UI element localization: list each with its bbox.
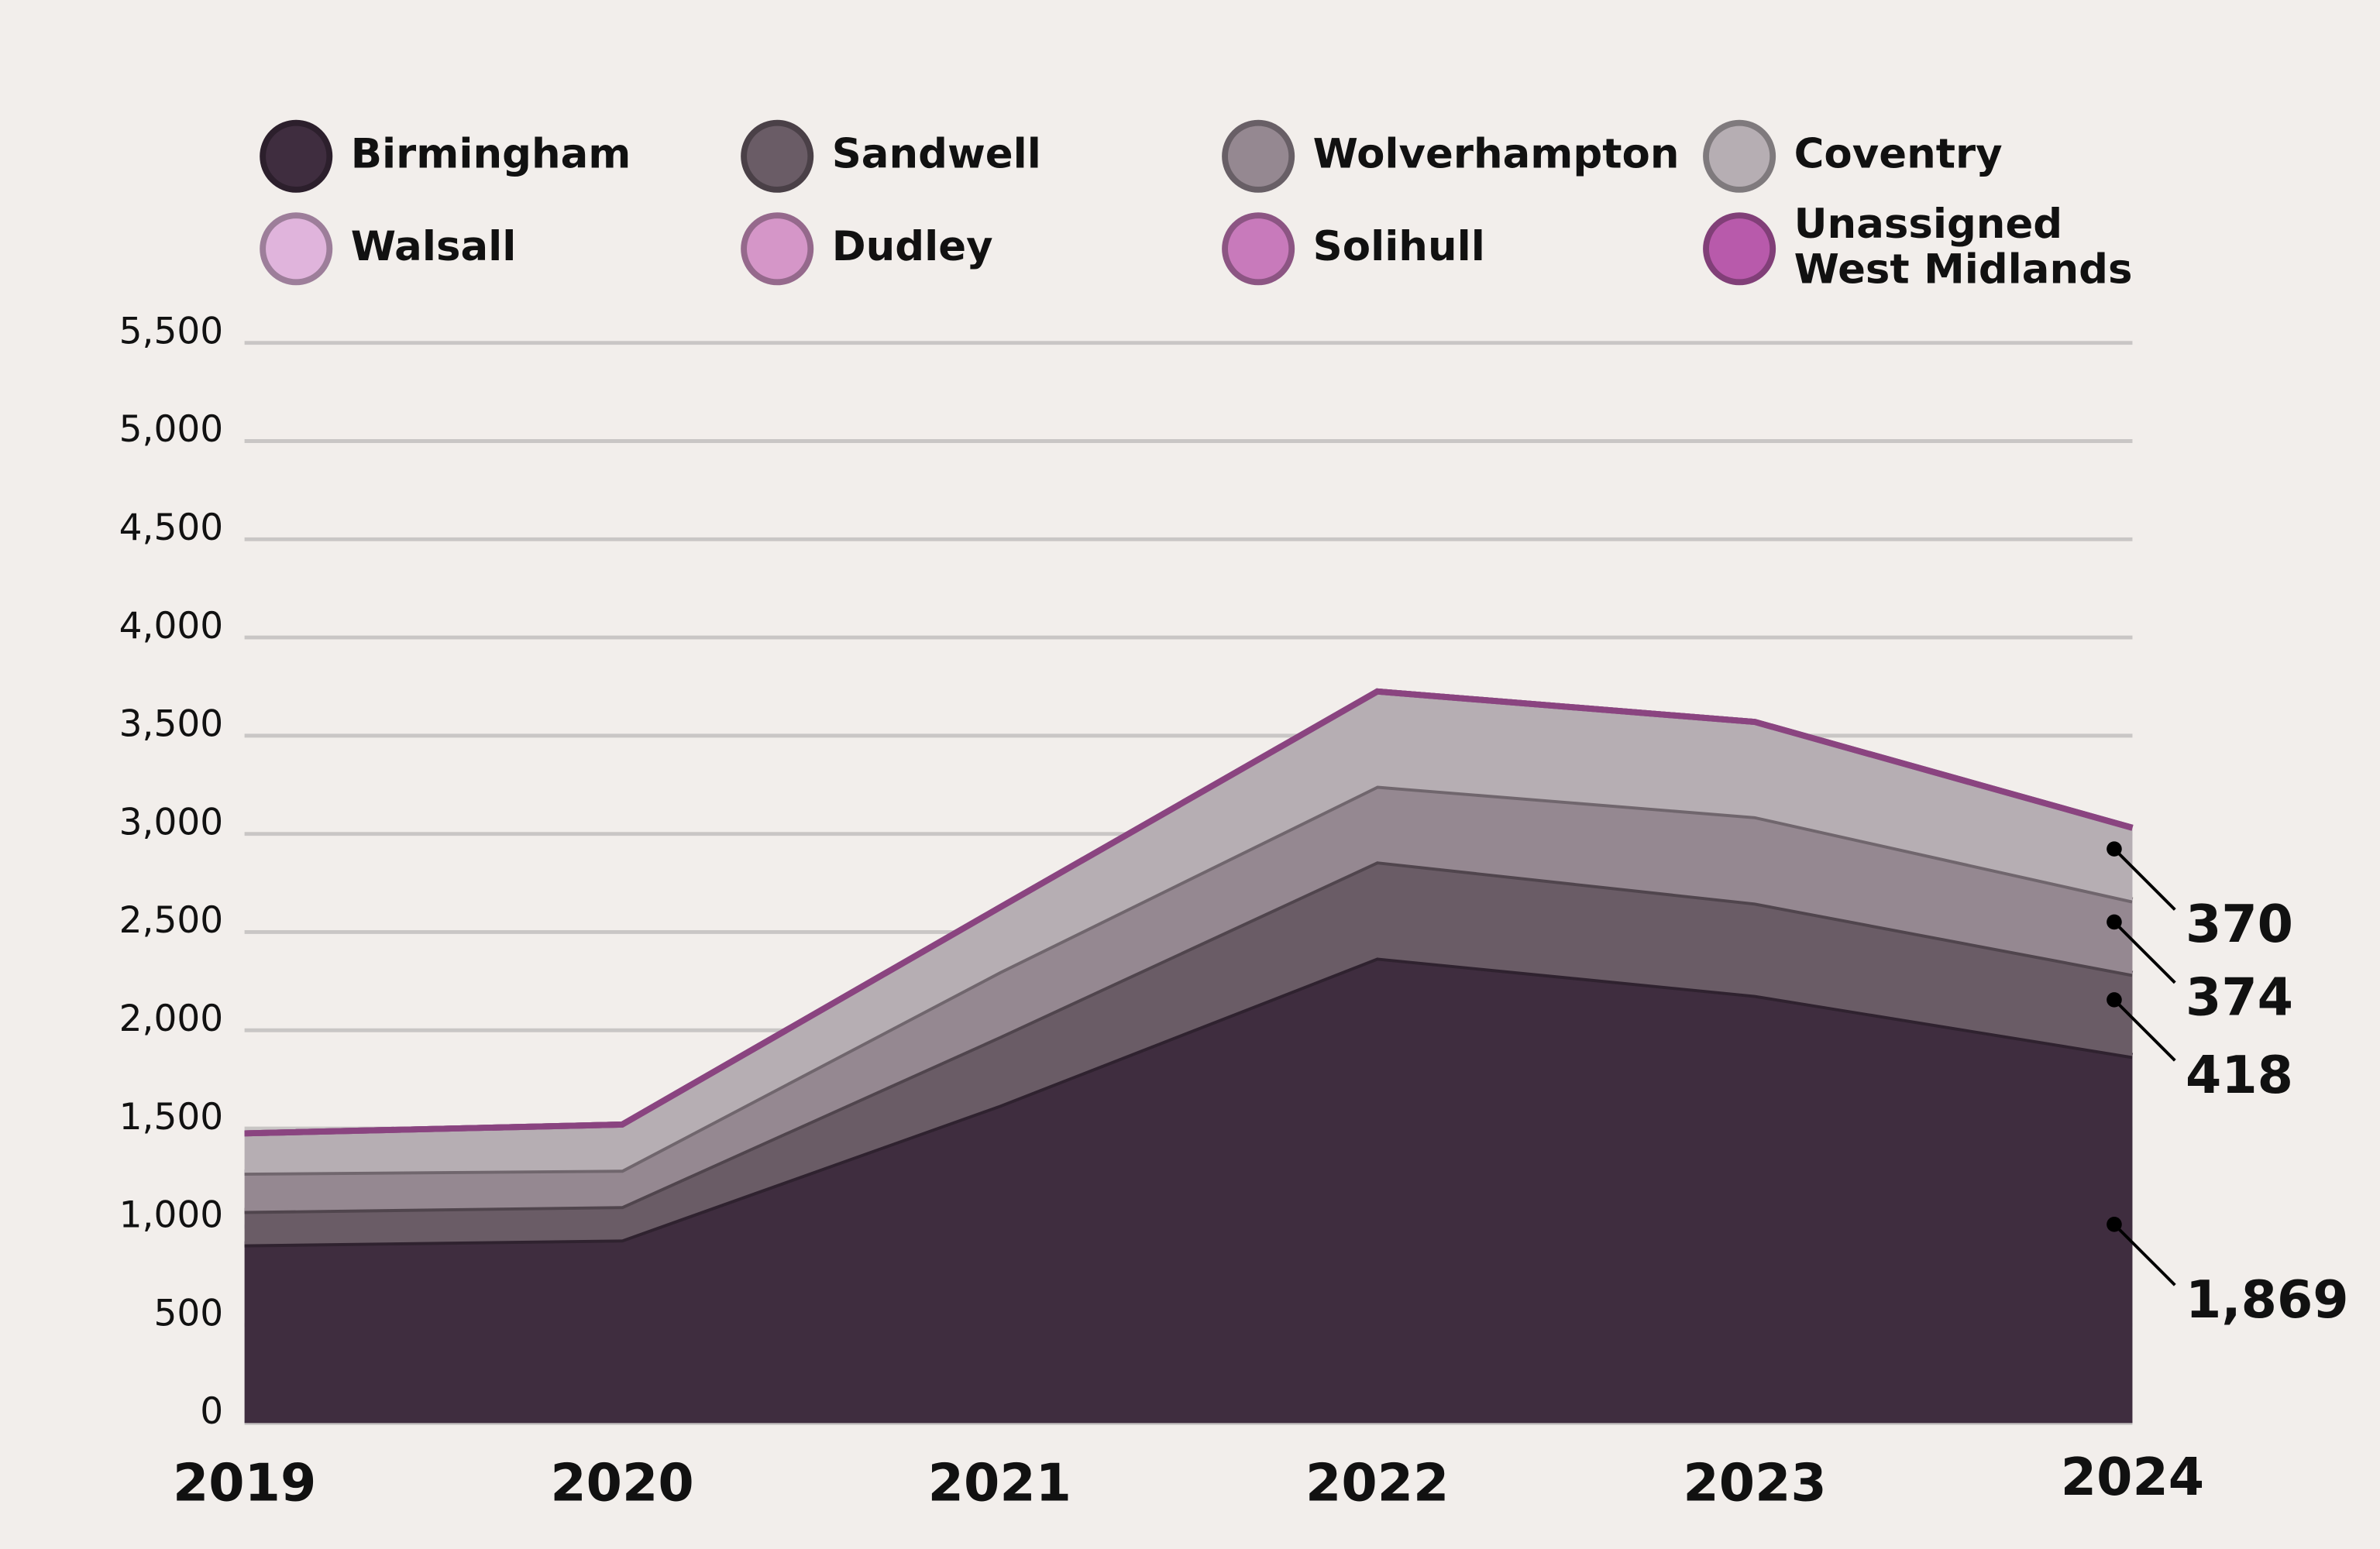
legend-swatch — [1222, 119, 1295, 193]
legend-label: Dudley — [832, 223, 993, 270]
x-tick-label: 2019 — [173, 1453, 316, 1513]
legend-swatch — [260, 119, 333, 193]
leader-line — [2113, 847, 2176, 911]
legend-swatch — [1222, 212, 1295, 286]
y-tick-label: 3,500 — [119, 703, 224, 746]
y-tick-label: 4,500 — [119, 507, 224, 549]
y-tick-label: 3,000 — [119, 801, 224, 843]
area — [244, 785, 2133, 1211]
legend-label: Wolverhampton — [1313, 130, 1680, 177]
y-tick-label: 5,000 — [119, 408, 224, 451]
y-tick-label: 1,500 — [119, 1096, 224, 1139]
y-tick-label: 1,000 — [119, 1194, 224, 1237]
value-label: 374 — [2186, 967, 2293, 1027]
area-edge — [244, 688, 2134, 1137]
legend-label: Birmingham — [351, 130, 631, 177]
y-tick-label: 2,000 — [119, 998, 224, 1040]
value-label: 1,869 — [2186, 1269, 2349, 1330]
x-tick-label: 2024 — [2061, 1447, 2204, 1507]
legend-label: Unassigned West Midlands — [1794, 201, 2133, 294]
x-tick-label: 2023 — [1683, 1453, 1826, 1513]
leader-line — [2113, 921, 2176, 984]
x-tick-label: 2022 — [1305, 1453, 1449, 1513]
legend-label: Sandwell — [832, 130, 1041, 177]
value-label: 370 — [2186, 894, 2293, 954]
leader-line — [2113, 998, 2176, 1062]
area — [244, 957, 2133, 1424]
legend-swatch — [1703, 119, 1776, 193]
x-tick-label: 2021 — [928, 1453, 1071, 1513]
y-tick-label: 0 — [200, 1390, 223, 1433]
y-tick-label: 5,500 — [119, 310, 224, 352]
legend-label: Solihull — [1313, 223, 1485, 270]
area — [244, 861, 2133, 1245]
leader-line — [2113, 1223, 2176, 1286]
value-label: 418 — [2186, 1045, 2293, 1105]
legend-swatch — [741, 212, 814, 286]
legend-label: Walsall — [351, 223, 517, 270]
legend-swatch — [1703, 212, 1776, 286]
legend-label: Coventry — [1794, 130, 2003, 177]
legend-swatch — [741, 119, 814, 193]
y-tick-label: 500 — [153, 1292, 223, 1334]
legend-swatch — [260, 212, 333, 286]
y-tick-label: 2,500 — [119, 899, 224, 942]
x-tick-label: 2020 — [550, 1453, 693, 1513]
y-tick-label: 4,000 — [119, 605, 224, 647]
